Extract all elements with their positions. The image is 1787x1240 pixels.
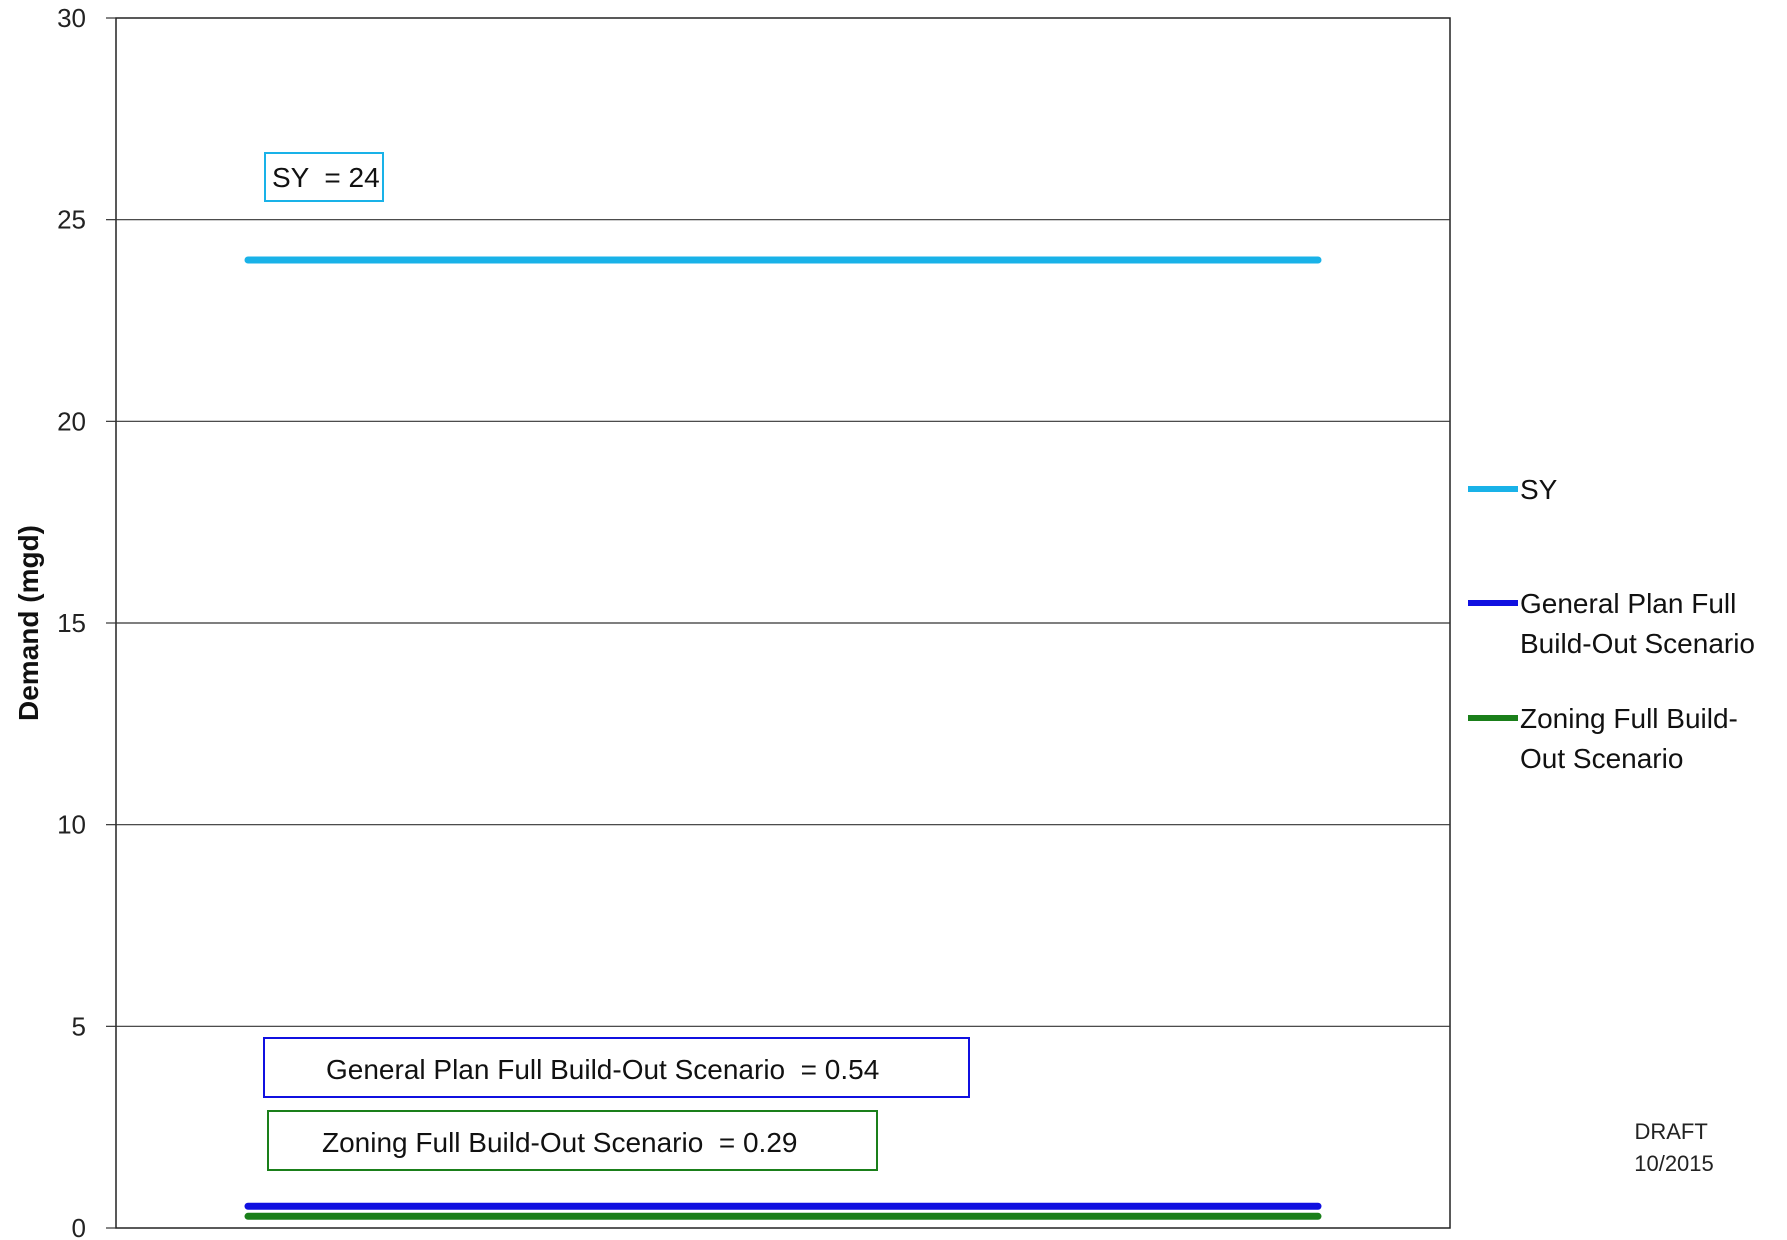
annotation-sy: SY = 24 (264, 152, 384, 202)
annotation-zoning-box (267, 1110, 878, 1171)
draft-stamp-line1: DRAFT (1634, 1119, 1707, 1144)
series-lines (244, 256, 1322, 1220)
legend-label-general-plan-line1: General Plan Full (1520, 588, 1736, 619)
draft-stamp-line2: 10/2015 (1634, 1151, 1714, 1176)
annotation-zoning: Zoning Full Build-Out Scenario = 0.29 (267, 1110, 878, 1171)
annotation-sy-box (264, 152, 384, 202)
y-axis-label: Demand (mgd) (13, 525, 44, 721)
y-tick-label-0: 0 (72, 1213, 86, 1240)
y-tick-label-25: 25 (57, 205, 86, 235)
y-tick-label-5: 5 (72, 1011, 86, 1041)
annotation-general-plan-text: General Plan Full Build-Out Scenario = 0… (326, 1054, 879, 1085)
legend-item-zoning: Zoning Full Build- Out Scenario (1468, 703, 1746, 774)
legend: SY General Plan Full Build-Out Scenario … (1468, 474, 1755, 774)
gridlines (116, 219, 1450, 1027)
legend-label-general-plan-line2: Build-Out Scenario (1520, 628, 1755, 659)
legend-label-zoning-line2: Out Scenario (1520, 743, 1683, 774)
y-tick-label-15: 15 (57, 608, 86, 638)
legend-item-general-plan: General Plan Full Build-Out Scenario (1468, 588, 1755, 659)
annotation-general-plan: General Plan Full Build-Out Scenario = 0… (263, 1037, 970, 1098)
legend-label-zoning-line1: Zoning Full Build- (1520, 703, 1738, 734)
y-tick-label-20: 20 (57, 406, 86, 436)
y-tick-label-30: 30 (57, 3, 86, 33)
legend-item-sy: SY (1468, 474, 1558, 505)
draft-stamp: DRAFT 10/2015 (1634, 1119, 1714, 1176)
legend-label-general-plan: General Plan Full Build-Out Scenario (1520, 588, 1755, 659)
annotation-zoning-text: Zoning Full Build-Out Scenario = 0.29 (322, 1127, 797, 1158)
annotation-general-plan-box (263, 1037, 970, 1098)
y-axis-ticks: 0 5 10 15 20 25 30 (57, 3, 116, 1240)
annotation-sy-text: SY = 24 (272, 162, 380, 193)
legend-label-sy-line1: SY (1520, 474, 1558, 505)
legend-label-sy: SY (1520, 474, 1558, 505)
legend-label-zoning: Zoning Full Build- Out Scenario (1520, 703, 1746, 774)
y-tick-label-10: 10 (57, 810, 86, 840)
